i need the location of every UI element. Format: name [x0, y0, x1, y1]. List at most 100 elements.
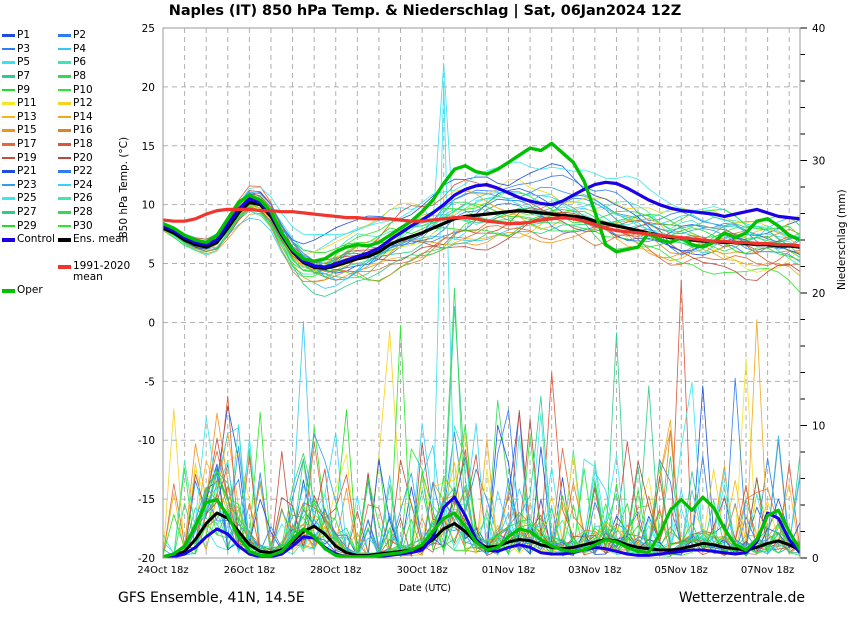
legend-swatch-icon — [58, 88, 71, 92]
legend-item-p3: P3 — [2, 44, 58, 55]
ensemble-member-temp-p15 — [163, 212, 800, 281]
legend-label: P26 — [73, 192, 93, 205]
legend-item-p27: P27 — [2, 207, 58, 218]
temp-line-1991-2020-mean — [163, 207, 800, 248]
legend-label: P6 — [73, 56, 87, 69]
ensemble-member-temp-p23 — [163, 186, 800, 281]
legend-item-p2: P2 — [58, 30, 114, 41]
legend-label: P24 — [73, 178, 93, 191]
legend-item-p6: P6 — [58, 57, 114, 68]
legend-item-p15: P15 — [2, 125, 58, 136]
legend-label: P19 — [17, 151, 37, 164]
legend-item-control: Control — [2, 234, 58, 245]
legend-swatch-icon — [58, 74, 71, 78]
footer-source: Wetterzentrale.de — [678, 590, 805, 606]
y-axis-left-tick: 10 — [142, 200, 155, 212]
legend-swatch-icon — [58, 265, 71, 269]
legend-item-p26: P26 — [58, 193, 114, 204]
legend-member-list: P1 P2 P3 P4 P5 P6 P7 P8 P9 P10 P11 P12 P13 P14 P15 P16 P… — [2, 30, 122, 231]
x-axis-tick: 24Oct 18z — [137, 565, 188, 576]
y-axis-right-tick: 40 — [812, 23, 825, 35]
legend-label: P27 — [17, 205, 37, 218]
x-axis-label: Date (UTC) — [399, 583, 451, 594]
legend-label: P21 — [17, 165, 37, 178]
y-axis-left-tick: -5 — [145, 376, 155, 388]
legend-label: P29 — [17, 219, 37, 232]
legend-swatch-icon — [2, 224, 15, 228]
x-axis-tick: 26Oct 18z — [224, 565, 275, 576]
legend-label: P5 — [17, 56, 31, 69]
legend-swatch-icon — [58, 197, 71, 200]
legend-swatch-icon — [2, 102, 15, 105]
legend-swatch-icon — [2, 34, 15, 37]
legend-swatch-icon — [58, 183, 71, 187]
legend-swatch-icon — [58, 102, 71, 105]
legend-item-p1: P1 — [2, 30, 58, 41]
legend-special-list: Control Ens. mean 1991-2020 mean Oper — [2, 234, 130, 296]
ensemble-member-temp-p27 — [163, 206, 800, 297]
legend-label: P25 — [17, 192, 37, 205]
x-axis-tick: 03Nov 18z — [568, 565, 621, 576]
legend-item-p18: P18 — [58, 139, 114, 150]
legend-swatch-icon — [58, 224, 71, 228]
legend-label: P12 — [73, 97, 93, 110]
legend-swatch-icon — [58, 129, 71, 132]
legend-label: P15 — [17, 124, 37, 137]
legend-label: P10 — [73, 83, 93, 96]
ensemble-member-temp-p20 — [163, 190, 800, 281]
legend-item-oper: Oper — [2, 285, 58, 296]
legend-swatch-icon — [2, 210, 15, 214]
legend-label: P22 — [73, 165, 93, 178]
legend-swatch-icon — [58, 34, 71, 37]
legend-item-p19: P19 — [2, 152, 58, 163]
legend-item-p23: P23 — [2, 180, 58, 191]
legend-label: P9 — [17, 83, 31, 96]
x-axis-tick: 30Oct 18z — [397, 565, 448, 576]
y-axis-left-tick: 5 — [148, 259, 155, 271]
y-axis-right-tick: 20 — [812, 288, 825, 300]
legend-item-p28: P28 — [58, 207, 114, 218]
legend-item-p22: P22 — [58, 166, 114, 177]
legend-item-p7: P7 — [2, 71, 58, 82]
legend-swatch-icon — [2, 115, 15, 119]
legend-swatch-icon — [58, 47, 71, 51]
legend-row: Oper — [2, 285, 122, 296]
legend-item-p21: P21 — [2, 166, 58, 177]
legend-swatch-icon — [2, 289, 15, 293]
legend-swatch-icon — [2, 156, 15, 160]
legend-label: P20 — [73, 151, 93, 164]
legend-label: P2 — [73, 29, 87, 42]
legend-label: P13 — [17, 110, 37, 123]
legend-label: Control — [17, 233, 55, 246]
legend-item-p17: P17 — [2, 139, 58, 150]
legend-label: P23 — [17, 178, 37, 191]
legend-swatch-icon — [2, 142, 15, 146]
ensemble-member-temp-p14 — [163, 190, 800, 277]
legend-item-p11: P11 — [2, 98, 58, 109]
y-axis-left-tick: -15 — [138, 494, 155, 506]
page-title: Naples (IT) 850 hPa Temp. & Niederschlag… — [168, 3, 682, 19]
highlight-lines — [163, 141, 800, 558]
legend: P1 P2 P3 P4 P5 P6 P7 P8 P9 P10 P11 P12 P13 P14 P15 P16 P… — [2, 30, 130, 296]
legend-item-climate-mean: 1991-2020 mean — [58, 261, 130, 283]
legend-label: P30 — [73, 219, 93, 232]
legend-label: P7 — [17, 70, 31, 83]
legend-item-ens-mean: Ens. mean — [58, 234, 128, 245]
legend-label: P8 — [73, 70, 87, 83]
legend-swatch-icon — [2, 170, 15, 173]
legend-item-p29: P29 — [2, 220, 58, 231]
legend-label: P3 — [17, 42, 31, 55]
legend-label: P14 — [73, 110, 93, 123]
legend-label: P16 — [73, 124, 93, 137]
legend-swatch-icon — [2, 47, 15, 51]
legend-item-p5: P5 — [2, 57, 58, 68]
legend-label: Ens. mean — [73, 233, 129, 246]
legend-swatch-icon — [58, 61, 71, 64]
x-axis-tick: 07Nov 18z — [741, 565, 794, 576]
legend-item-p12: P12 — [58, 98, 114, 109]
legend-label: 1991-2020 mean — [73, 260, 131, 284]
legend-label: Oper — [17, 284, 43, 297]
legend-label: P11 — [17, 97, 37, 110]
